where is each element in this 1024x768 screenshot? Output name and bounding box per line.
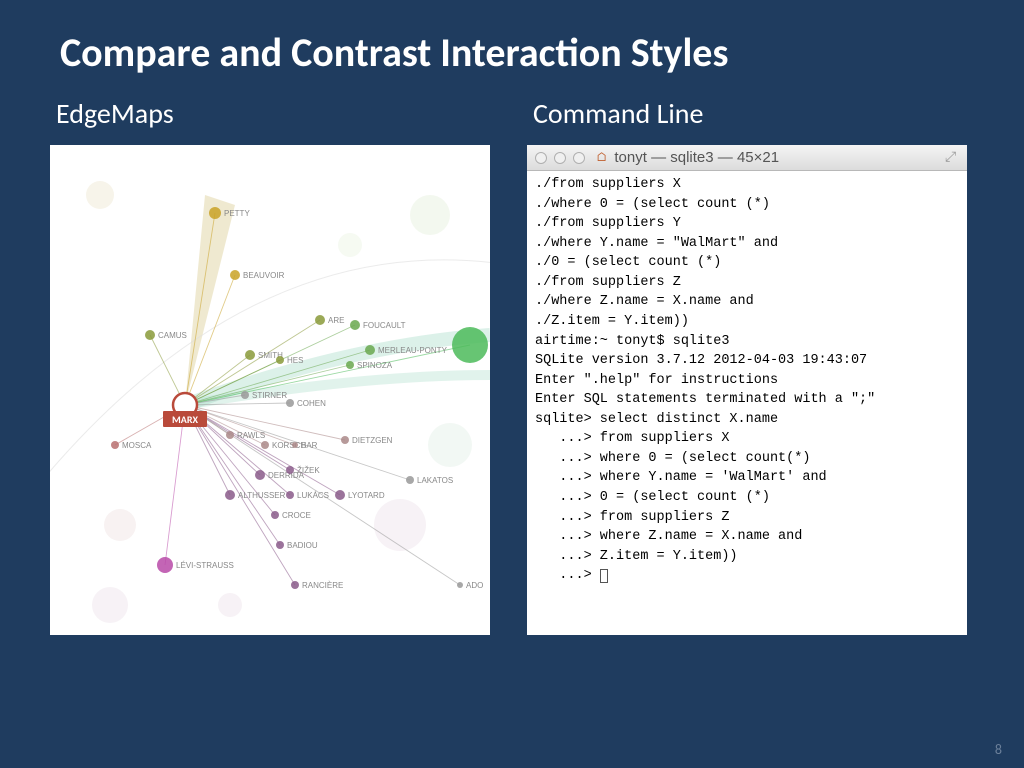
svg-text:CAMUS: CAMUS bbox=[158, 331, 187, 340]
terminal-panel: ⌂ tonyt — sqlite3 — 45×21 ⤢ ./from suppl… bbox=[527, 145, 967, 635]
svg-text:ADO: ADO bbox=[466, 581, 483, 590]
svg-text:ARE: ARE bbox=[328, 316, 344, 325]
svg-text:BEAUVOIR: BEAUVOIR bbox=[243, 271, 285, 280]
close-icon[interactable] bbox=[535, 152, 547, 164]
svg-text:LÉVI-STRAUSS: LÉVI-STRAUSS bbox=[176, 561, 234, 570]
svg-text:DIETZGEN: DIETZGEN bbox=[352, 436, 393, 445]
svg-text:SPINOZA: SPINOZA bbox=[357, 361, 393, 370]
svg-text:STIRNER: STIRNER bbox=[252, 391, 287, 400]
terminal-titlebar: ⌂ tonyt — sqlite3 — 45×21 ⤢ bbox=[527, 145, 967, 171]
right-heading: Command Line bbox=[527, 96, 974, 131]
expand-icon[interactable]: ⤢ bbox=[945, 148, 961, 164]
svg-text:RANCIÈRE: RANCIÈRE bbox=[302, 581, 343, 590]
minimize-icon[interactable] bbox=[554, 152, 566, 164]
left-column: EdgeMaps PETTYBEAUVOIRCAMUSSMITHHESAREFO… bbox=[50, 96, 497, 635]
svg-text:LUKÁCS: LUKÁCS bbox=[297, 491, 329, 500]
home-icon: ⌂ bbox=[596, 150, 607, 165]
zoom-icon[interactable] bbox=[573, 152, 585, 164]
left-heading: EdgeMaps bbox=[50, 96, 497, 131]
terminal-title-text: tonyt — sqlite3 — 45×21 bbox=[614, 149, 779, 166]
svg-text:CROCE: CROCE bbox=[282, 511, 311, 520]
svg-text:PETTY: PETTY bbox=[224, 209, 250, 218]
svg-text:LAKATOS: LAKATOS bbox=[417, 476, 453, 485]
svg-text:MERLEAU-PONTY: MERLEAU-PONTY bbox=[378, 346, 448, 355]
slide-title: Compare and Contrast Interaction Styles bbox=[0, 0, 1024, 86]
svg-text:ALTHUSSER: ALTHUSSER bbox=[238, 491, 286, 500]
svg-text:HES: HES bbox=[287, 356, 303, 365]
svg-text:COHEN: COHEN bbox=[297, 399, 326, 408]
svg-text:MARX: MARX bbox=[172, 413, 198, 426]
svg-text:ŽIŽEK: ŽIŽEK bbox=[297, 466, 320, 475]
svg-text:BAR: BAR bbox=[301, 441, 318, 450]
svg-text:BADIOU: BADIOU bbox=[287, 541, 318, 550]
right-column: Command Line ⌂ tonyt — sqlite3 — 45×21 ⤢… bbox=[527, 96, 974, 635]
page-number: 8 bbox=[995, 741, 1002, 758]
edgemaps-panel: PETTYBEAUVOIRCAMUSSMITHHESAREFOUCAULTMER… bbox=[50, 145, 490, 635]
svg-text:MOSCA: MOSCA bbox=[122, 441, 152, 450]
columns: EdgeMaps PETTYBEAUVOIRCAMUSSMITHHESAREFO… bbox=[0, 86, 1024, 635]
svg-text:RAWLS: RAWLS bbox=[237, 431, 265, 440]
svg-text:LYOTARD: LYOTARD bbox=[348, 491, 385, 500]
terminal-body[interactable]: ./from suppliers X ./where 0 = (select c… bbox=[527, 171, 967, 635]
edgemap-network: PETTYBEAUVOIRCAMUSSMITHHESAREFOUCAULTMER… bbox=[50, 145, 490, 635]
svg-text:FOUCAULT: FOUCAULT bbox=[363, 321, 406, 330]
